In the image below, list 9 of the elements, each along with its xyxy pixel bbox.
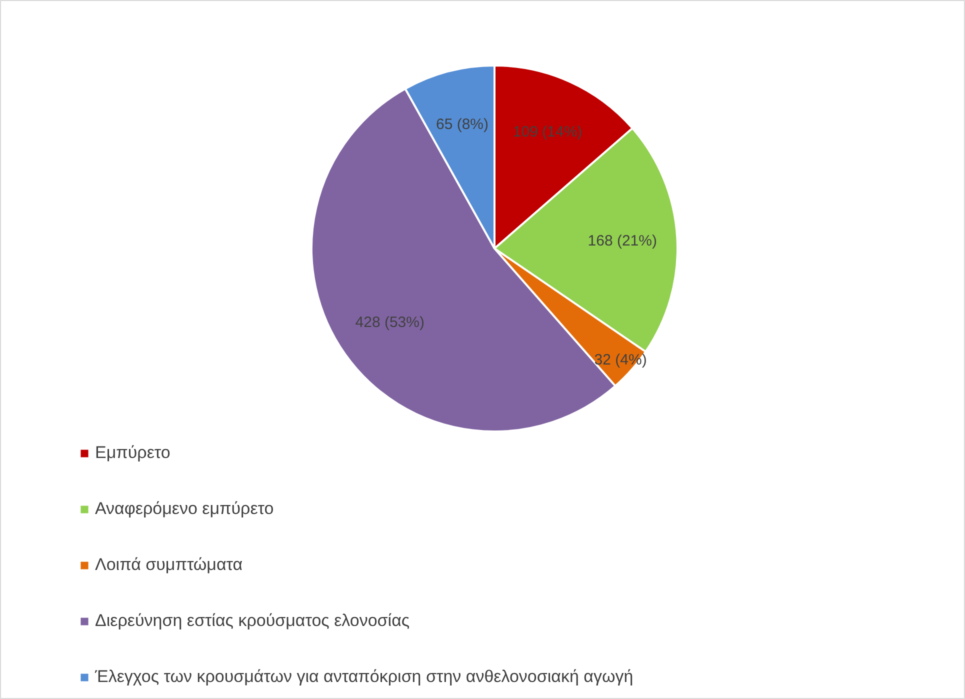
- data-label: 109 (14%): [512, 123, 582, 140]
- legend-label: Λοιπά συμπτώματα: [95, 555, 243, 575]
- legend-label: Αναφερόμενο εμπύρετο: [95, 499, 274, 519]
- data-label: 428 (53%): [355, 314, 424, 331]
- legend-label: Εμπύρετο: [95, 443, 170, 463]
- legend-label: Διερεύνηση εστίας κρούσματος ελονοσίας: [95, 611, 410, 631]
- data-label: 168 (21%): [588, 232, 657, 250]
- legend-label: Έλεγχος των κρουσμάτων για ανταπόκριση στην ανθελονοσιακή αγωγή: [95, 667, 634, 687]
- data-label: 65 (8%): [436, 116, 489, 134]
